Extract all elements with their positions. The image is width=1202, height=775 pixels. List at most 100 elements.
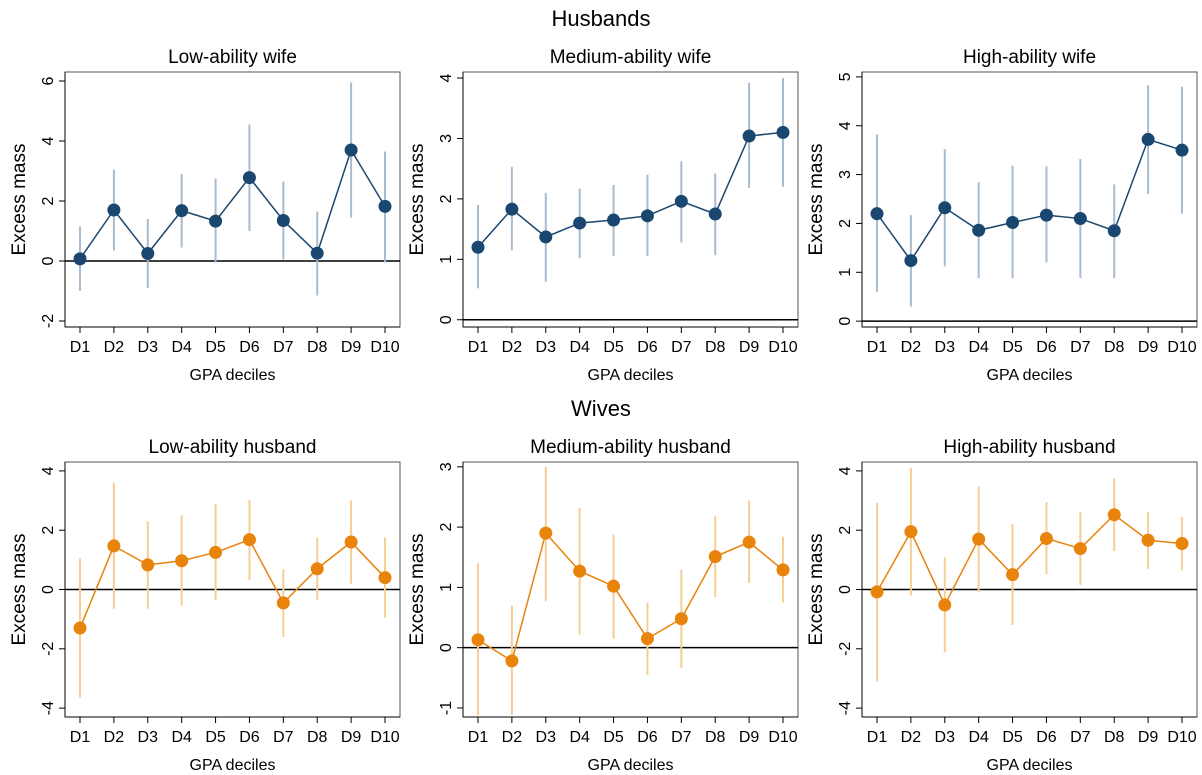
y-axis-label: Excess mass <box>806 144 827 256</box>
data-point <box>378 571 392 585</box>
y-tick-label: 5 <box>837 72 854 81</box>
y-tick-label: -4 <box>837 701 854 715</box>
x-tick-label: D1 <box>70 339 91 356</box>
x-tick-label: D2 <box>901 339 922 356</box>
x-tick-label: D9 <box>341 729 362 746</box>
y-tick-label: 0 <box>837 585 854 594</box>
data-point <box>938 201 952 215</box>
y-tick-label: 2 <box>40 526 57 535</box>
data-point <box>539 230 553 244</box>
data-point <box>141 558 155 572</box>
x-tick-label: D8 <box>1104 339 1125 356</box>
panel-title: High-ability husband <box>943 437 1115 458</box>
x-tick-label: D1 <box>867 339 888 356</box>
data-point <box>1039 208 1053 222</box>
x-axis-label: GPA deciles <box>987 367 1073 384</box>
x-tick-label: D4 <box>968 339 989 356</box>
x-tick-label: D6 <box>239 339 260 356</box>
data-point <box>471 633 485 647</box>
x-tick-label: D9 <box>341 339 362 356</box>
group-title: Husbands <box>551 6 650 31</box>
y-axis-label: Excess mass <box>9 144 30 256</box>
x-tick-label: D9 <box>1138 339 1159 356</box>
data-point <box>708 207 722 221</box>
series-line <box>876 513 1183 607</box>
data-point <box>1073 212 1087 226</box>
data-point <box>505 654 519 668</box>
x-tick-label: D1 <box>468 729 489 746</box>
data-point <box>471 240 485 254</box>
data-point <box>607 579 621 593</box>
x-tick-label: D6 <box>637 339 658 356</box>
x-tick-label: D4 <box>569 339 590 356</box>
y-tick-label: 0 <box>837 317 854 326</box>
data-point <box>378 199 392 213</box>
group-title: Wives <box>571 396 631 421</box>
y-tick-label: 6 <box>40 76 57 85</box>
x-tick-label: D6 <box>1036 729 1057 746</box>
x-tick-label: D3 <box>935 339 956 356</box>
x-tick-label: D4 <box>171 339 192 356</box>
y-axis-label: Excess mass <box>407 534 428 646</box>
x-tick-label: D9 <box>739 729 760 746</box>
x-tick-label: D7 <box>671 729 692 746</box>
x-tick-label: D5 <box>205 339 226 356</box>
data-point <box>904 254 918 268</box>
data-point <box>1039 532 1053 545</box>
y-tick-label: 3 <box>438 462 455 471</box>
x-axis-label: GPA deciles <box>987 757 1073 774</box>
x-tick-label: D10 <box>1167 339 1196 356</box>
data-point <box>107 203 121 217</box>
data-point <box>904 525 918 539</box>
x-tick-label: D8 <box>705 339 726 356</box>
y-tick-label: 4 <box>40 136 57 145</box>
data-point <box>607 213 621 227</box>
x-tick-label: D5 <box>603 339 624 356</box>
y-tick-label: 2 <box>837 219 854 228</box>
data-point <box>573 216 587 230</box>
data-point <box>674 612 688 626</box>
y-tick-label: 3 <box>438 134 455 143</box>
x-tick-label: D2 <box>502 729 523 746</box>
x-tick-label: D8 <box>307 729 328 746</box>
x-tick-label: D4 <box>968 729 989 746</box>
data-point <box>870 207 884 221</box>
x-tick-label: D1 <box>70 729 91 746</box>
data-point <box>742 535 756 549</box>
data-point <box>1141 533 1155 547</box>
x-tick-label: D9 <box>739 339 760 356</box>
data-point <box>1073 542 1087 556</box>
y-tick-label: 4 <box>40 466 57 475</box>
y-tick-label: 2 <box>40 196 57 205</box>
x-axis-label: GPA deciles <box>190 757 276 774</box>
x-tick-label: D8 <box>705 729 726 746</box>
data-point <box>972 532 986 546</box>
x-axis-label: GPA deciles <box>588 757 674 774</box>
x-tick-label: D1 <box>867 729 888 746</box>
y-axis-label: Excess mass <box>407 144 428 256</box>
series-line <box>79 148 386 260</box>
x-tick-label: D10 <box>768 339 797 356</box>
x-tick-label: D5 <box>603 729 624 746</box>
data-point <box>1107 224 1121 238</box>
data-point <box>1175 537 1189 551</box>
x-tick-label: D10 <box>370 339 399 356</box>
panel-title: Medium-ability wife <box>550 47 712 68</box>
data-point <box>73 252 87 266</box>
data-point <box>141 247 155 260</box>
x-tick-label: D5 <box>1002 339 1023 356</box>
x-tick-label: D6 <box>239 729 260 746</box>
data-point <box>573 564 587 578</box>
data-point <box>640 632 654 646</box>
data-point <box>175 204 189 218</box>
data-point <box>674 194 688 208</box>
y-tick-label: 1 <box>438 255 455 264</box>
data-point <box>310 562 324 576</box>
data-point <box>73 621 87 635</box>
data-point <box>209 545 223 559</box>
data-point <box>742 129 756 143</box>
y-tick-label: 0 <box>438 315 455 324</box>
